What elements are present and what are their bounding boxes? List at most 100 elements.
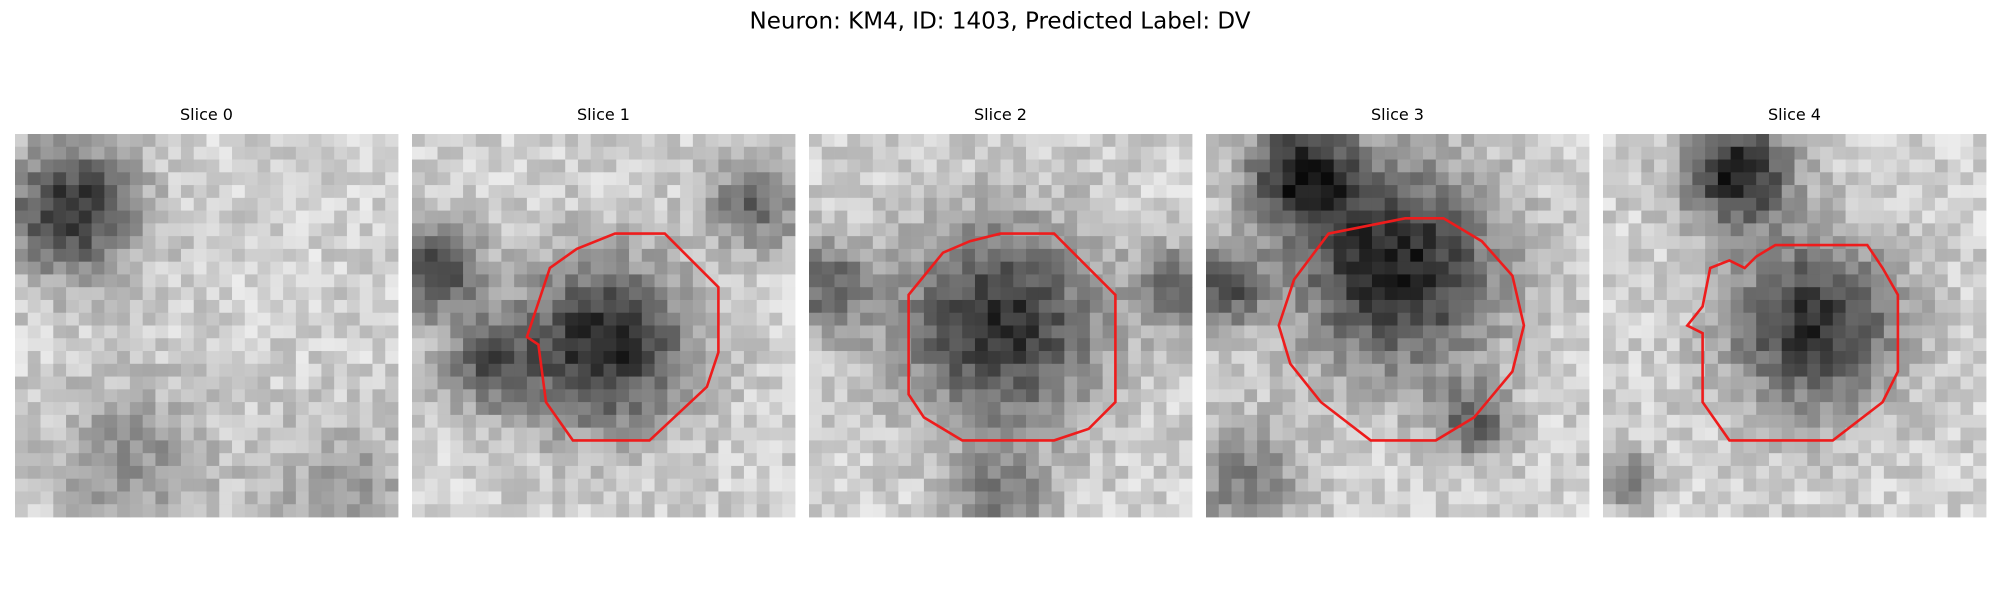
pixel bbox=[78, 312, 92, 326]
pixel bbox=[974, 261, 989, 275]
pixel bbox=[1960, 274, 1974, 288]
pixel bbox=[1615, 440, 1629, 454]
pixel bbox=[1448, 236, 1462, 250]
pixel bbox=[1563, 478, 1577, 492]
pixel bbox=[769, 453, 783, 467]
pixel bbox=[1512, 261, 1526, 275]
pixel bbox=[923, 172, 938, 186]
pixel bbox=[898, 146, 912, 160]
pixel bbox=[1102, 146, 1116, 160]
pixel bbox=[1525, 363, 1539, 377]
pixel bbox=[475, 210, 489, 224]
pixel bbox=[1026, 351, 1040, 365]
pixel bbox=[1359, 261, 1373, 275]
pixel bbox=[1128, 325, 1142, 339]
pixel bbox=[782, 223, 796, 237]
pixel bbox=[667, 172, 681, 186]
pixel bbox=[1550, 376, 1564, 390]
pixel bbox=[590, 197, 604, 211]
pixel bbox=[1179, 453, 1193, 467]
pixel bbox=[539, 478, 553, 492]
pixel bbox=[168, 210, 182, 224]
pixel bbox=[40, 376, 54, 390]
pixel bbox=[1845, 261, 1859, 275]
pixel bbox=[667, 287, 681, 301]
pixel bbox=[962, 491, 976, 505]
pixel bbox=[860, 287, 874, 301]
pixel bbox=[283, 172, 297, 186]
pixel bbox=[257, 248, 271, 263]
pixel bbox=[501, 402, 515, 416]
pixel bbox=[949, 465, 963, 480]
pixel bbox=[1269, 504, 1283, 518]
pixel bbox=[1807, 146, 1821, 160]
pixel bbox=[731, 261, 745, 275]
pixel bbox=[359, 261, 373, 275]
pixel bbox=[847, 197, 861, 211]
pixel bbox=[244, 287, 258, 301]
pixel bbox=[1206, 325, 1220, 339]
pixel bbox=[1282, 389, 1296, 403]
pixel bbox=[1666, 363, 1680, 377]
pixel bbox=[219, 248, 233, 263]
pixel bbox=[450, 504, 464, 518]
pixel bbox=[463, 453, 477, 467]
pixel bbox=[1512, 363, 1526, 377]
pixel bbox=[552, 427, 566, 441]
pixel bbox=[974, 478, 989, 492]
pixel bbox=[1282, 465, 1296, 480]
pixel bbox=[565, 134, 579, 148]
pixel bbox=[1576, 491, 1590, 505]
pixel bbox=[193, 146, 207, 160]
pixel bbox=[91, 248, 105, 263]
pixel bbox=[860, 172, 874, 186]
pixel bbox=[66, 478, 80, 492]
pixel bbox=[244, 146, 258, 160]
pixel bbox=[1781, 210, 1795, 224]
pixel bbox=[1089, 134, 1104, 148]
pixel bbox=[168, 299, 182, 314]
pixel bbox=[1960, 185, 1974, 199]
pixel bbox=[475, 376, 489, 390]
pixel bbox=[283, 274, 297, 288]
pixel bbox=[718, 197, 732, 211]
pixel bbox=[809, 440, 823, 454]
pixel bbox=[718, 414, 732, 429]
pixel bbox=[743, 146, 758, 160]
pixel bbox=[1717, 440, 1732, 454]
pixel bbox=[1679, 453, 1693, 467]
pixel bbox=[923, 134, 938, 148]
pixel bbox=[1947, 261, 1961, 275]
pixel bbox=[769, 504, 783, 518]
pixel bbox=[91, 376, 105, 390]
pixel bbox=[962, 287, 976, 301]
pixel bbox=[1896, 363, 1910, 377]
pixel bbox=[488, 351, 502, 365]
pixel bbox=[1486, 159, 1501, 173]
pixel bbox=[821, 338, 835, 352]
pixel bbox=[1973, 159, 1987, 173]
pixel bbox=[450, 338, 464, 352]
pixel bbox=[270, 351, 284, 365]
pixel bbox=[743, 338, 758, 352]
pixel bbox=[155, 465, 169, 480]
pixel bbox=[283, 197, 297, 211]
pixel bbox=[1730, 223, 1744, 237]
pixel bbox=[1666, 376, 1680, 390]
pixel bbox=[769, 159, 783, 173]
pixel bbox=[577, 465, 592, 480]
pixel bbox=[1960, 351, 1974, 365]
pixel bbox=[168, 223, 182, 237]
pixel bbox=[1089, 376, 1104, 390]
pixel bbox=[129, 223, 144, 237]
pixel bbox=[308, 185, 322, 199]
pixel bbox=[1423, 376, 1437, 390]
pixel bbox=[1051, 389, 1065, 403]
pixel bbox=[514, 223, 528, 237]
pixel bbox=[680, 453, 694, 467]
pixel bbox=[270, 261, 284, 275]
pixel bbox=[962, 134, 976, 148]
pixel bbox=[949, 338, 963, 352]
pixel bbox=[603, 453, 617, 467]
pixel bbox=[949, 414, 963, 429]
